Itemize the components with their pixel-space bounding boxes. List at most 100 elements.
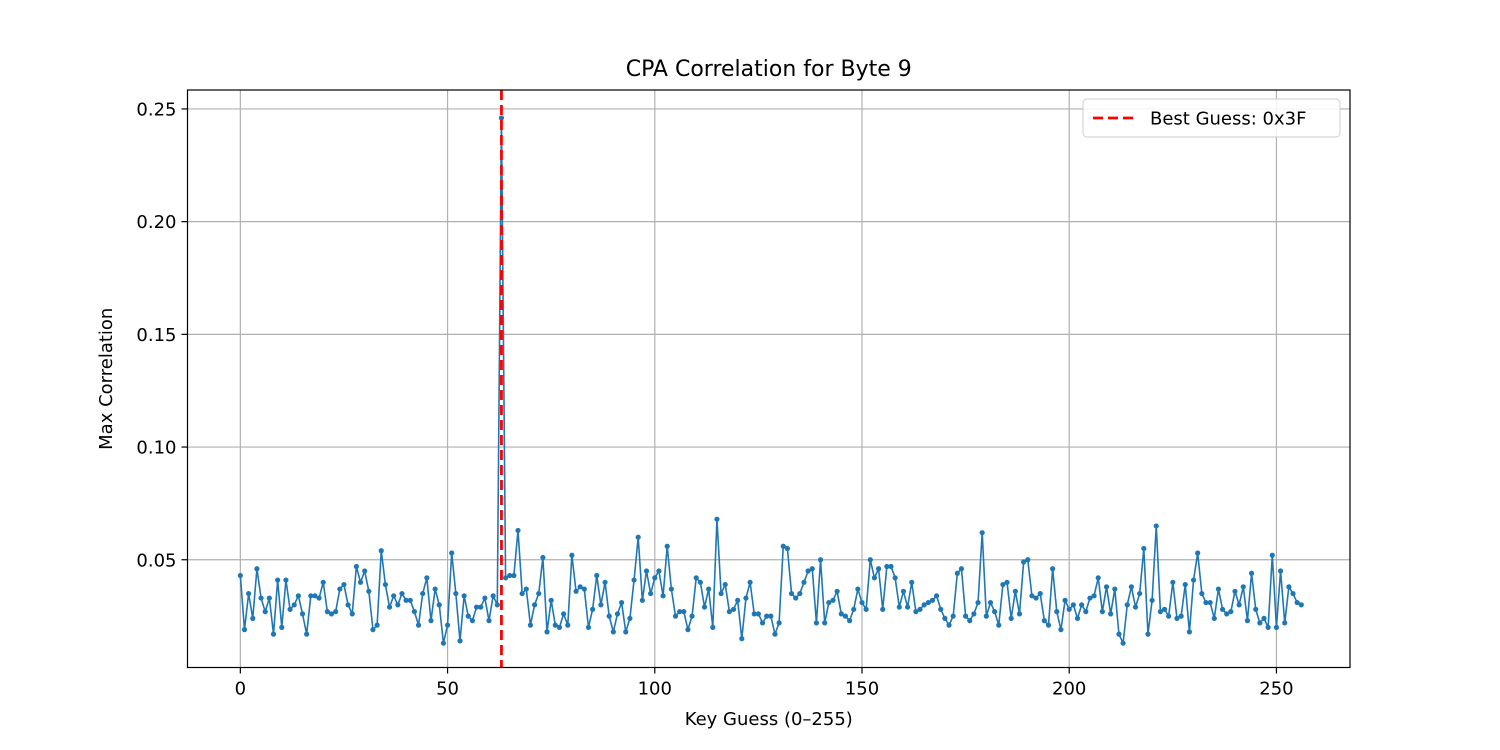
data-point <box>1186 629 1193 635</box>
data-point <box>714 516 720 522</box>
data-point <box>1145 631 1151 637</box>
data-point <box>739 636 745 642</box>
data-point <box>420 590 426 597</box>
data-point <box>863 606 869 612</box>
data-point <box>1108 611 1114 617</box>
data-point <box>668 586 674 592</box>
data-point <box>1132 604 1139 610</box>
data-point <box>1008 615 1014 621</box>
data-point <box>254 566 260 572</box>
x-tick-label: 150 <box>845 679 879 700</box>
data-point <box>726 609 732 615</box>
data-point <box>656 568 662 574</box>
data-point <box>975 599 981 606</box>
data-point <box>287 606 293 612</box>
data-point <box>747 579 753 585</box>
data-point <box>386 604 393 610</box>
data-point <box>320 579 326 585</box>
data-point <box>366 588 372 594</box>
data-point <box>536 590 542 597</box>
data-point <box>685 627 691 633</box>
data-point <box>809 566 815 572</box>
data-point <box>979 530 985 536</box>
data-point <box>954 570 960 576</box>
x-axis-label: Key Guess (0–255) <box>685 709 853 730</box>
data-point <box>805 568 811 574</box>
data-point <box>627 615 633 621</box>
data-point <box>502 575 509 581</box>
data-point <box>565 622 571 628</box>
data-point <box>1215 586 1222 592</box>
data-point <box>1182 581 1188 588</box>
data-point <box>1277 568 1284 574</box>
data-point <box>909 579 915 585</box>
data-point <box>357 579 364 585</box>
data-point <box>801 579 807 585</box>
data-point <box>279 624 285 630</box>
data-point <box>772 631 778 637</box>
x-axis-ticks: 0 50 100 150 200 250 <box>235 667 1294 700</box>
data-point <box>465 613 471 619</box>
data-point <box>1054 609 1060 615</box>
data-point <box>316 595 322 601</box>
data-point <box>1153 523 1159 529</box>
data-point <box>590 606 596 612</box>
legend-box <box>1082 98 1341 138</box>
data-point <box>573 588 579 594</box>
data-point <box>1066 606 1072 612</box>
data-point <box>718 590 724 597</box>
data-point <box>436 602 442 608</box>
data-point <box>1166 613 1172 619</box>
data-point <box>631 577 637 583</box>
data-point <box>1178 613 1184 619</box>
data-point <box>527 622 534 628</box>
data-point <box>735 597 741 603</box>
data-point <box>822 620 828 626</box>
data-point <box>697 579 703 585</box>
data-point <box>548 597 554 603</box>
data-point <box>904 604 911 610</box>
data-point <box>635 534 641 540</box>
y-tick-label: 0.10 <box>136 438 176 459</box>
data-point <box>1029 593 1035 599</box>
data-point <box>813 620 820 626</box>
data-point <box>453 590 459 597</box>
data-point <box>855 586 861 592</box>
x-tick-label: 0 <box>235 679 246 700</box>
data-point <box>328 611 335 617</box>
data-point <box>1012 588 1018 594</box>
data-point <box>1261 615 1267 621</box>
data-point <box>1079 602 1085 608</box>
y-tick-label: 0.25 <box>136 99 176 120</box>
data-point <box>992 609 998 615</box>
data-point <box>1219 606 1226 612</box>
data-point <box>1087 595 1093 601</box>
data-point <box>511 572 517 579</box>
data-point <box>689 613 695 619</box>
data-point <box>1236 602 1242 608</box>
data-point <box>830 597 836 603</box>
data-point <box>606 613 612 619</box>
data-point <box>556 624 563 630</box>
data-point <box>934 593 940 599</box>
data-point <box>842 613 849 619</box>
data-point <box>664 543 670 549</box>
data-point <box>1157 609 1163 615</box>
data-point <box>788 590 795 597</box>
data-point <box>337 586 343 592</box>
data-point <box>1149 597 1155 603</box>
data-point <box>478 604 484 610</box>
legend-label-best-guess: Best Guess: 0x3F <box>1150 109 1306 130</box>
data-point <box>411 609 418 615</box>
data-point <box>759 620 766 626</box>
data-point <box>1037 590 1043 597</box>
data-point <box>996 622 1002 628</box>
data-point <box>403 597 409 603</box>
data-point <box>250 615 256 621</box>
data-point <box>1137 590 1143 597</box>
data-point <box>1112 586 1118 592</box>
data-point <box>722 581 728 588</box>
data-point <box>262 609 268 615</box>
data-point <box>610 629 616 635</box>
data-point <box>1091 593 1097 599</box>
